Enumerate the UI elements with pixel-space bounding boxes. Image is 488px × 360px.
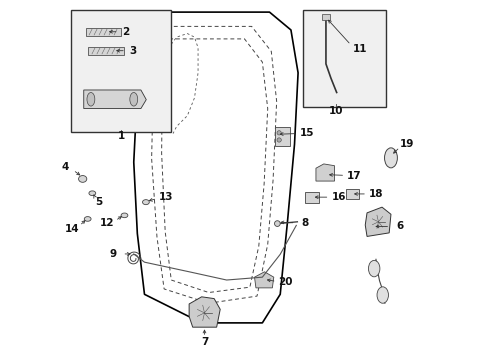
- Circle shape: [276, 138, 281, 142]
- Text: 20: 20: [278, 277, 292, 287]
- Text: 6: 6: [395, 221, 402, 231]
- Text: 16: 16: [331, 192, 346, 202]
- Text: 10: 10: [327, 107, 342, 116]
- Ellipse shape: [384, 148, 397, 168]
- Bar: [321, 14, 329, 20]
- Text: 1: 1: [118, 131, 124, 141]
- Bar: [345, 189, 358, 199]
- Text: 4: 4: [62, 162, 69, 172]
- Ellipse shape: [84, 217, 91, 221]
- Polygon shape: [365, 207, 390, 237]
- Text: 18: 18: [368, 189, 383, 199]
- Text: 3: 3: [129, 46, 136, 56]
- Text: 14: 14: [65, 224, 80, 234]
- Polygon shape: [88, 47, 124, 55]
- Ellipse shape: [367, 260, 379, 277]
- Text: 15: 15: [299, 129, 313, 138]
- Ellipse shape: [142, 200, 149, 204]
- Bar: [304, 192, 318, 203]
- Bar: [303, 10, 385, 107]
- Text: 7: 7: [201, 337, 208, 347]
- Ellipse shape: [121, 213, 127, 218]
- Circle shape: [274, 221, 280, 226]
- Ellipse shape: [89, 191, 96, 195]
- Polygon shape: [189, 297, 220, 327]
- Ellipse shape: [376, 287, 387, 303]
- Polygon shape: [83, 90, 146, 109]
- Polygon shape: [274, 127, 289, 146]
- Text: 5: 5: [95, 197, 102, 207]
- Ellipse shape: [79, 176, 86, 182]
- Ellipse shape: [130, 93, 138, 106]
- Text: 9: 9: [109, 249, 116, 259]
- Text: 2: 2: [122, 27, 129, 37]
- Text: 12: 12: [100, 218, 114, 228]
- Ellipse shape: [87, 93, 95, 106]
- Text: 19: 19: [399, 139, 413, 149]
- Text: 8: 8: [301, 218, 308, 228]
- Text: 17: 17: [346, 171, 361, 180]
- Text: 11: 11: [352, 44, 367, 54]
- Polygon shape: [85, 28, 121, 36]
- Text: 13: 13: [159, 193, 173, 202]
- Circle shape: [276, 131, 281, 135]
- Polygon shape: [315, 164, 334, 181]
- Polygon shape: [254, 272, 273, 288]
- Bar: [71, 10, 171, 132]
